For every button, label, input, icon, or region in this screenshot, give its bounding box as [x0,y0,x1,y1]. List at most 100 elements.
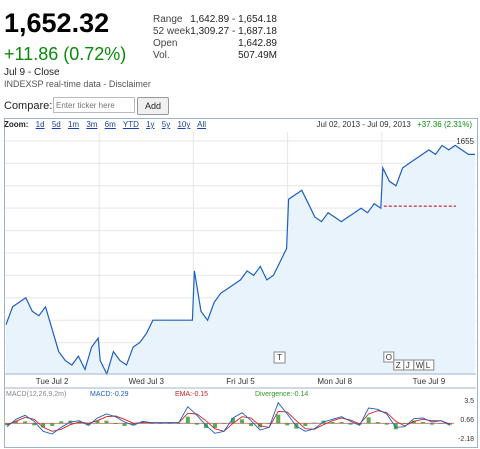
price-point [71,364,72,365]
price-point [5,324,6,325]
divergence-bar [285,423,290,426]
price-point [52,329,53,330]
price-point [220,293,221,294]
divergence-bar [366,417,371,424]
ema-legend: EMA:-0.15 [175,391,208,398]
chart-frame [4,118,478,448]
price-point [126,364,127,365]
zoom-10y[interactable]: 10y [177,120,191,129]
divergence-bar [384,423,389,425]
marker-label: L [426,361,431,370]
x-tick-label: Wed Jul 3 [129,377,165,386]
price-point [279,261,280,262]
marker-label: Z [396,361,401,370]
compare-ticker-input[interactable] [53,97,135,113]
marker-box [423,359,435,371]
price-point [185,320,186,321]
price-point [395,185,396,186]
price-point [321,221,322,222]
divergence-bar [330,422,335,424]
divergence-bar [429,423,434,425]
price-point [286,248,287,249]
divergence-bar [59,421,64,424]
price-point [133,347,134,348]
price-point [441,145,442,146]
macd-title: MACD(12,26,9,2m) [6,391,66,398]
price-point [78,355,79,356]
zoom-3m[interactable]: 3m [86,120,98,129]
divergence-bar [240,419,245,424]
divergence-bar [185,416,190,424]
marker-label: W [416,361,424,370]
zoom-ytd[interactable]: YTD [122,120,139,129]
divergence-bar [212,423,217,428]
add-button[interactable]: Add [137,97,169,115]
divergence-bar [113,423,118,424]
zoom-1d[interactable]: 1d [35,120,45,129]
zoom-1y[interactable]: 1y [146,120,155,129]
price-point [415,158,416,159]
price-point [314,217,315,218]
divergence-bar [77,422,82,424]
price-point [172,320,173,321]
stat-value: 1,642.89 - 1,654.18 [190,14,277,25]
divergence-legend: Divergence:-0.14 [255,391,308,398]
price-point [260,266,261,267]
macd-legend: MACD:-0.29 [90,391,129,398]
divergence-bar [158,423,163,424]
divergence-bar [104,420,109,424]
divergence-bar [41,423,46,428]
zoom-6m[interactable]: 6m [104,120,116,129]
date-range-text: Jul 02, 2013 - Jul 09, 2013 [316,120,411,129]
price-point [360,208,361,209]
price-change: +11.86 (0.72%) [4,44,127,64]
stat-row-volume: Vol. 507.49M [153,50,277,62]
zoom-1m[interactable]: 1m [67,120,80,129]
price-point [428,149,429,150]
price-point [32,311,33,312]
price-point [146,333,147,334]
divergence-bar [14,421,19,424]
zoom-5y[interactable]: 5y [161,120,171,129]
price-point [119,360,120,361]
price-point [100,360,101,361]
divergence-bar [221,423,226,424]
divergence-bar [402,423,407,424]
x-tick-label: Fri Jul 5 [226,377,255,386]
price-point [295,194,296,195]
divergence-bar [167,423,172,424]
macd-y-tick: 3.5 [464,398,474,405]
zoom-all[interactable]: All [197,120,207,129]
price-point [192,320,193,321]
data-source: INDEXSP real-time data - Disclaimer [4,79,151,89]
divergence-bar [411,420,416,424]
divergence-bar [276,414,281,424]
price-point [273,275,274,276]
price-point [152,320,153,321]
price-point [380,208,381,209]
divergence-bar [312,422,317,424]
price-point [165,320,166,321]
price-point [308,203,309,204]
price: 1,652.32 [4,8,110,38]
price-area-fill [6,145,475,374]
marker-label: J [406,361,410,370]
zoom-5d[interactable]: 5d [51,120,61,129]
zoom-label: Zoom: [4,120,29,129]
price-point [91,347,92,348]
marker-label: O [386,353,392,362]
stat-label: Range [153,14,183,25]
price-point [367,212,368,213]
price-point [354,212,355,213]
price-point [139,342,140,343]
stats-table: Range 1,642.89 - 1,654.18 52 week 1,309.… [153,14,277,62]
divergence-bar [249,423,254,426]
price-point [113,351,114,352]
price-point [194,270,195,271]
price-point [98,338,99,339]
price-point [214,302,215,303]
price-point [435,154,436,155]
stat-label: 52 week [153,26,191,37]
range-gain: +37.36 (2.31%) [417,120,472,129]
